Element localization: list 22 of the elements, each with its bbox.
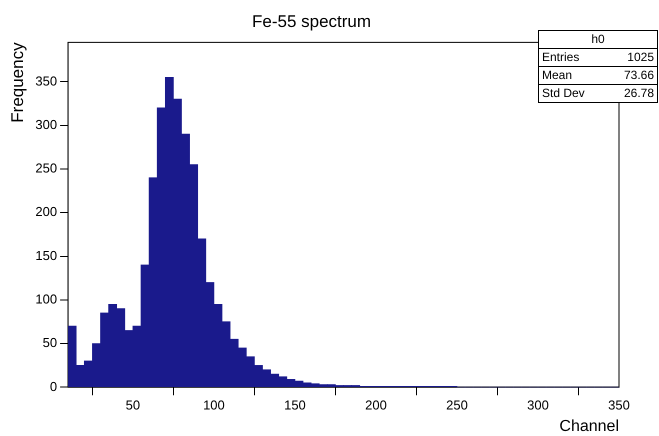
x-tick-label: 200 [365, 398, 387, 413]
x-tick-label: 250 [446, 398, 468, 413]
y-tick-label: 0 [50, 378, 58, 394]
y-tick-label: 350 [35, 73, 58, 88]
y-tick-label: 100 [35, 291, 58, 306]
y-tick-label: 200 [35, 204, 58, 220]
x-tick-label: 100 [203, 398, 225, 413]
y-tick-label: 150 [35, 248, 58, 263]
y-tick-label: 50 [42, 335, 58, 350]
text: Mean 73.66 [542, 68, 654, 82]
text: Entries 1025 [542, 50, 654, 64]
y-tick-label: 300 [35, 116, 58, 132]
y-tick-label: 250 [35, 160, 58, 176]
y-axis-title: Frequency [8, 42, 27, 123]
x-axis-title: Channel [559, 418, 619, 435]
chart-title: Fe-55 spectrum [252, 12, 372, 31]
annotation: h0 [590, 31, 606, 48]
text: Std Dev 26.78 [542, 86, 654, 100]
x-tick-label: 300 [527, 398, 549, 413]
x-tick-label: 350 [608, 398, 630, 413]
x-tick-label: 50 [126, 398, 140, 413]
x-tick-label: 150 [284, 398, 306, 413]
